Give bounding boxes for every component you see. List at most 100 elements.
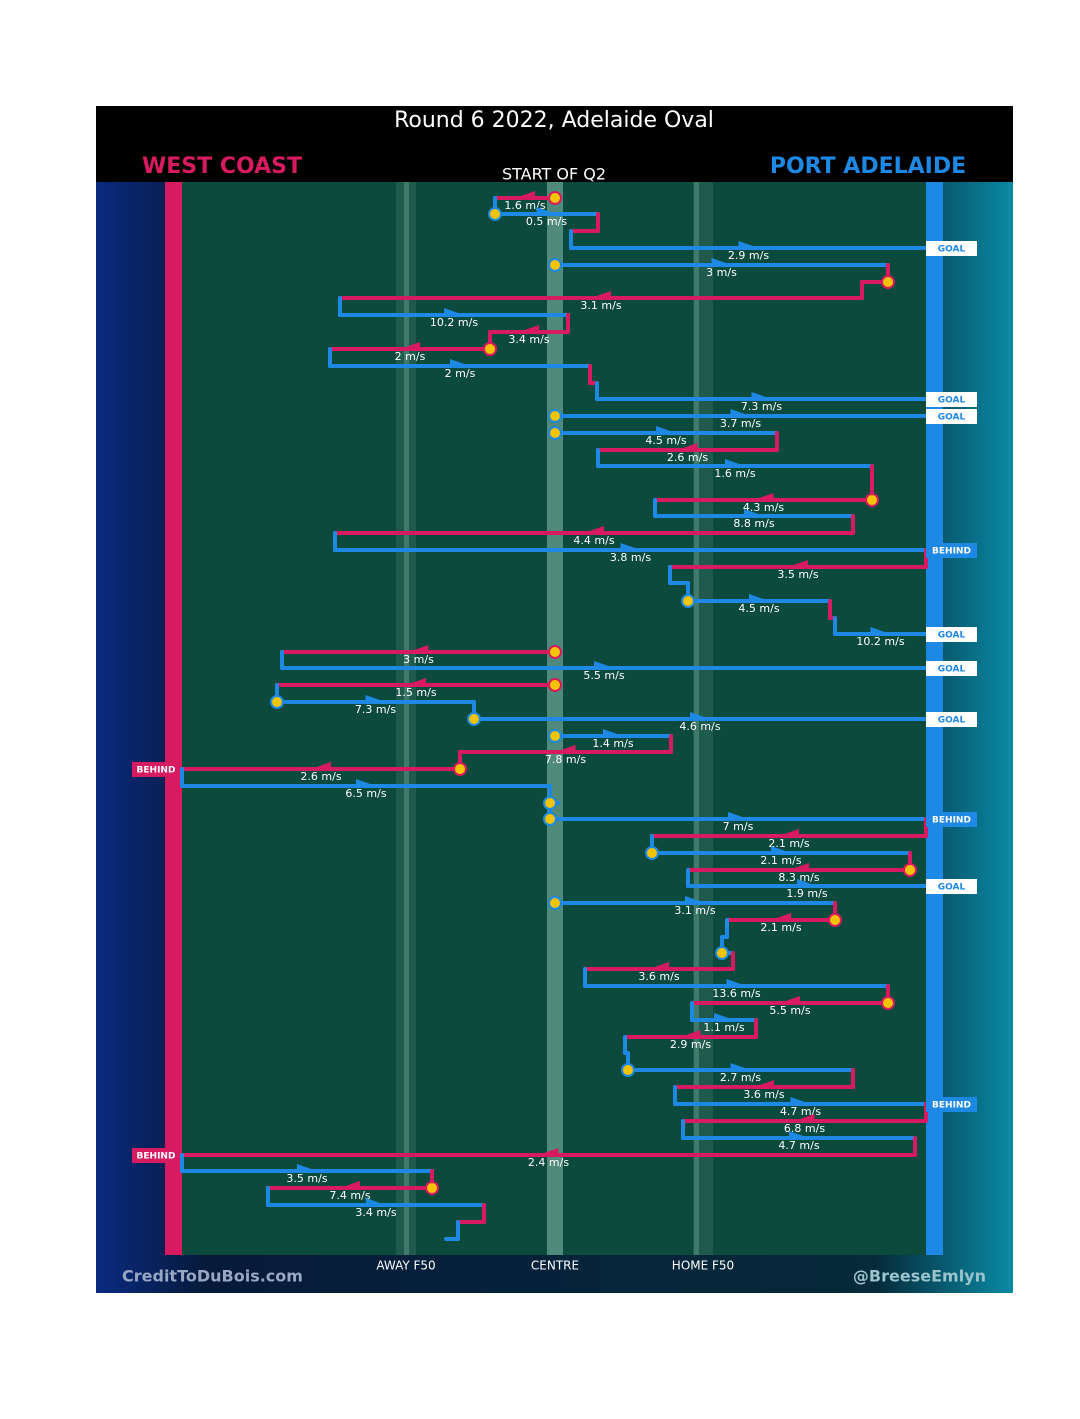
- direction-arrow: [794, 1114, 815, 1121]
- speed-label: 6.8 m/s: [784, 1122, 825, 1135]
- direction-arrow: [538, 1148, 559, 1155]
- direction-arrow: [780, 996, 800, 1003]
- direction-arrow: [711, 258, 732, 265]
- stoppage: [548, 896, 562, 910]
- outcome-box: [926, 812, 977, 827]
- speed-label: 5.5 m/s: [769, 1004, 810, 1017]
- speed-label: 4.5 m/s: [738, 602, 779, 615]
- direction-arrow: [555, 745, 576, 752]
- direction-arrow: [444, 308, 464, 315]
- credit: CreditToDuBois.com: [122, 1267, 303, 1286]
- direction-arrow: [771, 913, 791, 920]
- direction-arrow: [584, 526, 604, 533]
- direction-arrow: [591, 291, 611, 298]
- speed-label: 3.1 m/s: [580, 299, 621, 312]
- outcome-label: GOAL: [938, 883, 966, 893]
- stoppage: [903, 863, 917, 877]
- outcome-label: GOAL: [938, 245, 966, 255]
- outcome-label: GOAL: [938, 413, 966, 423]
- stoppage: [865, 493, 879, 507]
- speed-label: 2.9 m/s: [728, 249, 769, 262]
- outcome-label: BEHIND: [932, 1101, 971, 1111]
- speed-label: 3.5 m/s: [777, 568, 818, 581]
- speed-label: 2.4 m/s: [528, 1156, 569, 1169]
- stoppage: [548, 191, 562, 205]
- speed-label: 2.6 m/s: [667, 451, 708, 464]
- direction-arrow: [406, 678, 426, 685]
- stoppage: [681, 594, 695, 608]
- header-band: [96, 106, 1013, 182]
- outcome-box: [926, 879, 977, 894]
- direction-arrow: [751, 392, 772, 399]
- direction-arrow: [690, 712, 710, 719]
- direction-arrow: [789, 1131, 809, 1138]
- stoppage: [488, 207, 502, 221]
- direction-arrow: [677, 443, 698, 450]
- speed-label: 1.9 m/s: [786, 887, 827, 900]
- speed-label: 4.5 m/s: [645, 434, 686, 447]
- speed-label: 8.8 m/s: [733, 517, 774, 530]
- speed-label: 1.5 m/s: [395, 686, 436, 699]
- direction-arrow: [311, 762, 331, 769]
- direction-arrow: [515, 191, 535, 198]
- speed-label: 3.4 m/s: [355, 1206, 396, 1219]
- outcome-label: BEHIND: [932, 547, 971, 557]
- stoppage: [621, 1063, 635, 1077]
- speed-label: 10.2 m/s: [430, 316, 478, 329]
- start-label: START OF Q2: [502, 165, 606, 184]
- speed-label: 7 m/s: [723, 820, 754, 833]
- stoppage: [881, 275, 895, 289]
- direction-arrow: [738, 241, 759, 248]
- speed-label: 4.7 m/s: [780, 1105, 821, 1118]
- direction-arrow: [450, 359, 470, 366]
- speed-label: 2.7 m/s: [720, 1071, 761, 1084]
- speed-label: 3.5 m/s: [286, 1172, 327, 1185]
- speed-label: 3.8 m/s: [610, 551, 651, 564]
- stoppage: [828, 913, 842, 927]
- speed-label: 7.8 m/s: [545, 753, 586, 766]
- direction-arrow: [685, 896, 705, 903]
- direction-arrow: [620, 543, 641, 550]
- title: Round 6 2022, Adelaide Oval: [394, 108, 714, 133]
- direction-arrow: [789, 863, 809, 870]
- direction-arrow: [725, 459, 745, 466]
- speed-label: 1.6 m/s: [504, 199, 545, 212]
- direction-arrow: [366, 1198, 386, 1205]
- speed-label: 0.5 m/s: [526, 215, 567, 228]
- outcome-label: BEHIND: [137, 766, 176, 776]
- speed-label: 4.7 m/s: [778, 1139, 819, 1152]
- direction-arrow: [771, 846, 791, 853]
- speed-label: 3.6 m/s: [638, 970, 679, 983]
- outcome-box: [926, 661, 977, 676]
- speed-label: 1.6 m/s: [714, 467, 755, 480]
- direction-arrow: [603, 729, 623, 736]
- speed-label: 3.6 m/s: [743, 1088, 784, 1101]
- stoppage: [453, 762, 467, 776]
- outcome-box: [926, 241, 977, 256]
- outcome-box: [926, 409, 977, 424]
- stoppage: [543, 796, 557, 810]
- field-label: HOME F50: [672, 1259, 734, 1273]
- credit: @BreeseEmlyn: [853, 1267, 986, 1286]
- direction-arrow: [714, 1013, 734, 1020]
- direction-arrow: [779, 829, 799, 836]
- outcome-box: [926, 543, 977, 558]
- speed-label: 3.7 m/s: [720, 417, 761, 430]
- direction-arrow: [797, 879, 817, 886]
- direction-arrow: [519, 325, 539, 332]
- direction-arrow: [753, 493, 774, 500]
- direction-arrow: [726, 979, 747, 986]
- speed-label: 2.6 m/s: [300, 770, 341, 783]
- field-label: CENTRE: [531, 1259, 579, 1273]
- stoppage: [548, 426, 562, 440]
- outcome-box: [926, 712, 977, 727]
- direction-arrow: [728, 812, 748, 819]
- direction-arrow: [730, 1063, 751, 1070]
- speed-label: 1.4 m/s: [592, 737, 633, 750]
- direction-arrow: [870, 627, 891, 634]
- stoppage: [483, 342, 497, 356]
- outcome-label: GOAL: [938, 631, 966, 641]
- stoppage: [467, 712, 481, 726]
- speed-label: 2.1 m/s: [760, 921, 801, 934]
